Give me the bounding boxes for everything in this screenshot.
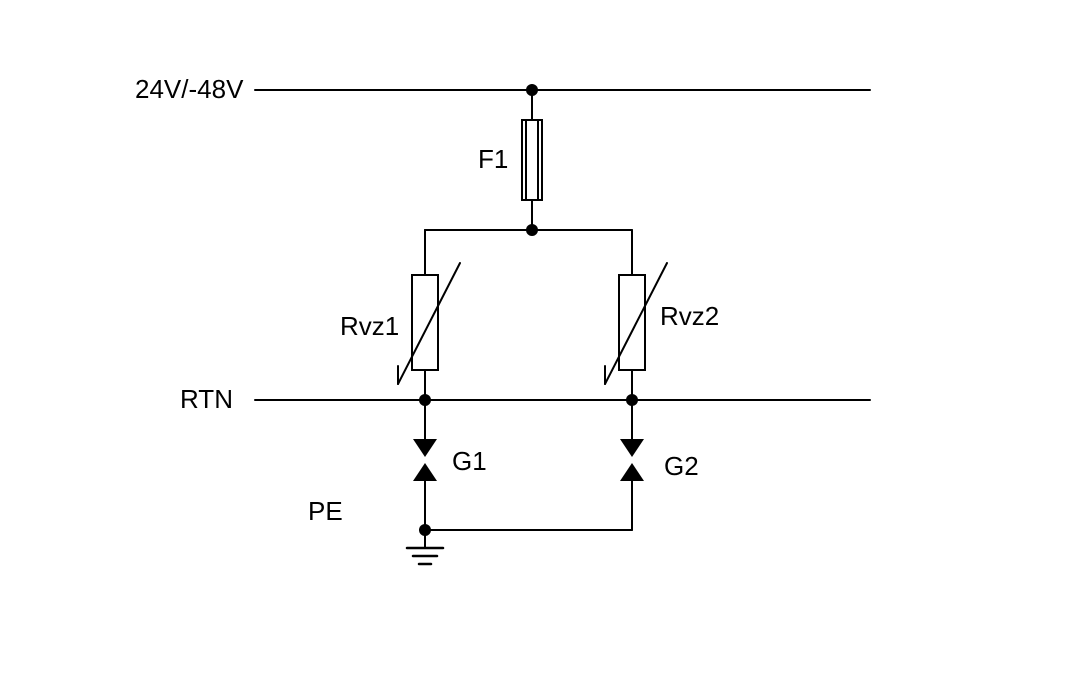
label-rail-24v: 24V/-48V — [135, 74, 244, 104]
label-rail-rtn: RTN — [180, 384, 233, 414]
label-gdt-g2: G2 — [664, 451, 699, 481]
label-varistor-rvz1: Rvz1 — [340, 311, 399, 341]
label-gdt-g1: G1 — [452, 446, 487, 476]
label-rail-pe: PE — [308, 496, 343, 526]
label-varistor-rvz2: Rvz2 — [660, 301, 719, 331]
label-fuse-f1: F1 — [478, 144, 508, 174]
